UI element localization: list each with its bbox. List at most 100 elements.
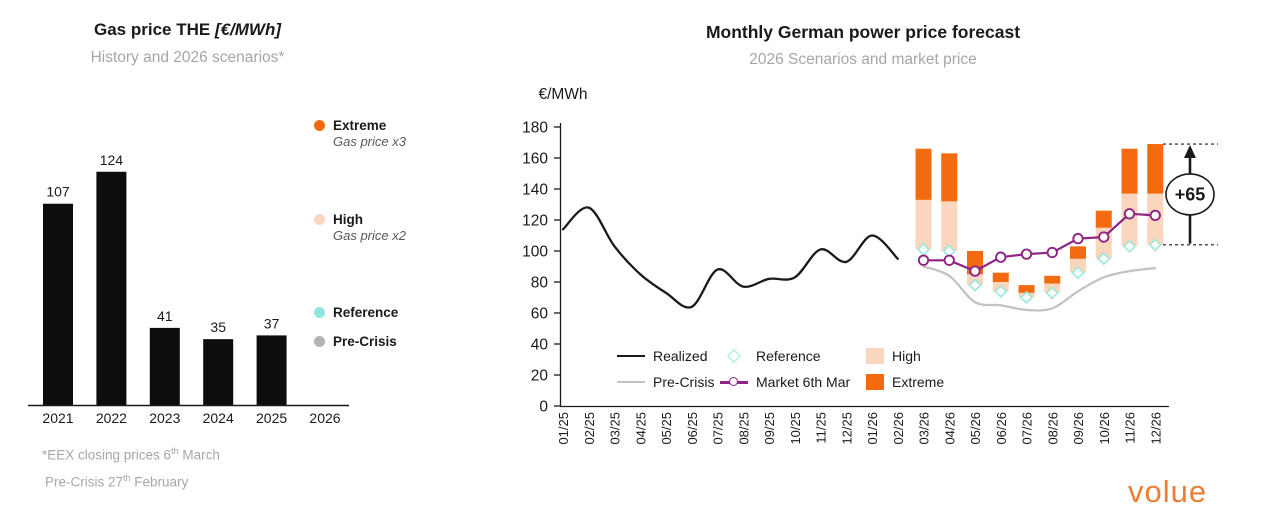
legend-item-reference: Reference [720,347,821,365]
range-bar-extreme [1147,144,1164,194]
high-swatch-icon [866,348,884,364]
gas-chart-title-main: Gas price THE [93,20,215,39]
annotation-label: +65 [1175,184,1206,204]
annotation-arrowhead-icon [1184,145,1196,159]
legend-label: Extreme [892,374,945,390]
y-tick-label: 120 [522,213,548,230]
reference-dot-icon [314,307,325,318]
y-tick-label: 160 [522,151,548,168]
y-tick-label: 40 [531,337,549,354]
gas-bar-2022 [96,171,127,405]
month-label: 03/26 [917,412,932,445]
month-label: 07/25 [711,412,726,445]
gas-x-label: 2026 [309,410,340,426]
market-marker [969,265,981,277]
legend-label: Reference [756,348,821,364]
reference-diamond-icon [726,348,742,364]
precrisis-line-icon [617,381,645,383]
series-line-pre-crisis [922,265,1157,312]
month-label: 10/26 [1097,412,1112,445]
gas-chart-title: Gas price THE [€/MWh] [10,20,365,40]
month-label: 11/25 [814,412,829,444]
gas-chart-subtitle: History and 2026 scenarios* [90,49,285,66]
market-line-icon [720,376,748,388]
footnote-line-1: *EEX closing prices 6th March [42,446,220,463]
range-bar-extreme [1121,148,1138,194]
gas-bar-2025 [256,335,287,405]
range-bar-extreme [1070,246,1086,259]
range-bar-extreme [992,272,1009,282]
power-y-axis-title: €/MWh [538,86,587,103]
power-chart-legend: Realized Pre-Crisis Reference Market 6th… [617,347,977,403]
legend-item-reference: Reference [314,305,398,320]
legend-label: High [333,212,363,227]
gas-chart-title-unit: [€/MWh] [214,20,282,39]
reference-diamond [968,278,982,292]
gas-bar-value: 107 [46,184,70,200]
month-label: 05/26 [968,412,983,445]
range-bar-extreme [1095,210,1112,228]
month-label: 12/25 [839,412,854,445]
month-label: 06/26 [994,412,1009,445]
range-bar-extreme [915,148,932,200]
gas-bar-value: 124 [100,152,124,168]
y-tick-label: 60 [531,306,549,323]
footnote-line-2: Pre-Crisis 27th February [45,472,189,490]
range-bar-high [1070,258,1086,273]
market-marker [1149,209,1161,222]
range-bar-extreme [1044,275,1061,284]
range-bar-extreme [941,153,958,202]
reference-diamond [1148,238,1162,252]
legend-item-market: Market 6th Mar [720,373,850,391]
month-label: 02/25 [582,412,597,445]
month-label: 12/26 [1148,412,1163,445]
reference-diamond [1097,252,1111,266]
month-label: 01/26 [865,412,880,445]
month-label: 11/26 [1123,412,1138,444]
month-label: 09/25 [762,412,777,445]
volue-logo: volue [1128,474,1208,509]
legend-item-precrisis: Pre-Crisis [314,334,397,349]
legend-item-precrisis: Pre-Crisis [617,373,714,391]
gas-bar-2021 [43,203,73,405]
gas-bar-value: 37 [264,315,280,331]
gas-bar-value: 35 [210,319,226,335]
y-tick-label: 100 [522,244,548,261]
month-label: 01/25 [556,412,571,445]
y-tick-label: 180 [522,120,548,137]
gas-x-label: 2025 [256,410,287,426]
legend-label: Pre-Crisis [653,374,715,390]
power-chart-title: Monthly German power price forecast [705,22,1021,42]
legend-label: Reference [333,305,399,320]
gas-bar-2023 [149,327,180,405]
reference-diamond [1045,286,1059,300]
legend-note: Gas price x3 [333,134,406,149]
extreme-dot-icon [314,120,325,131]
range-bar-extreme [1018,285,1035,293]
legend-item-realized: Realized [617,347,707,365]
y-tick-label: 140 [522,182,548,199]
legend-label: Market 6th Mar [756,374,851,390]
reference-diamond [1071,266,1085,280]
gas-x-label: 2024 [203,410,234,426]
reference-diamond [994,284,1008,298]
gas-x-label: 2022 [96,410,127,426]
legend-note: Gas price x2 [333,228,406,243]
y-tick-label: 80 [531,275,549,292]
y-tick-label: 20 [531,368,549,385]
market-marker [1072,232,1084,245]
series-line-realized [561,206,899,309]
month-label: 08/26 [1045,412,1060,445]
market-marker [1098,231,1110,243]
range-bar-high [941,201,958,251]
range-bar-high [915,199,932,250]
market-marker [917,254,930,266]
range-bar-high [1121,193,1138,247]
legend-item-high: High Gas price x2 [314,212,406,243]
month-label: 04/25 [633,412,648,445]
market-marker [995,251,1007,263]
gas-x-label: 2021 [42,410,73,426]
high-dot-icon [314,214,325,225]
